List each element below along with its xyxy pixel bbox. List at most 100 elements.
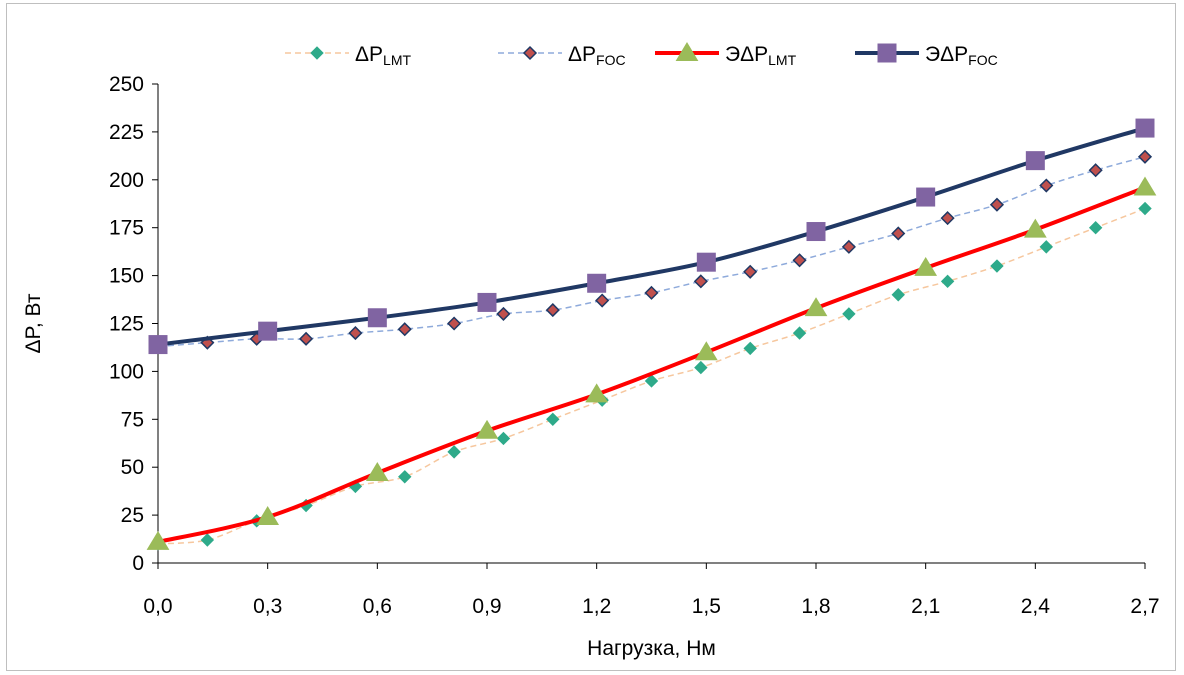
data-point (792, 253, 807, 268)
series-3 (148, 118, 1155, 355)
data-point (1039, 178, 1054, 193)
legend-item-0: ΔPLMT (285, 43, 411, 68)
data-point (546, 412, 560, 427)
data-point (298, 331, 314, 346)
data-point (940, 211, 955, 226)
data-point (743, 264, 758, 279)
series-1 (150, 149, 1153, 354)
data-point (367, 308, 387, 328)
data-point (447, 316, 462, 331)
y-tick-label: 75 (121, 408, 144, 431)
x-tick-label: 0,3 (253, 595, 282, 618)
data-point (1088, 163, 1103, 178)
data-point (146, 530, 170, 550)
legend: ΔPLMT ΔPFOC ЭΔPLMT ЭΔPFOC (285, 42, 998, 68)
data-point (1137, 149, 1153, 164)
data-point (477, 292, 497, 312)
series-2 (146, 176, 1157, 550)
data-point (644, 374, 659, 388)
chart-frame (6, 3, 1176, 671)
data-point (496, 306, 511, 321)
data-point (496, 431, 511, 446)
data-point (1133, 176, 1157, 196)
data-point (447, 445, 461, 459)
data-point (940, 274, 955, 289)
data-point (694, 360, 708, 375)
series-line (157, 185, 1146, 544)
legend-item-2: ЭΔPLMT (655, 42, 797, 68)
data-point (475, 419, 499, 439)
x-tick-label: 0,9 (472, 595, 501, 618)
data-point (1135, 118, 1155, 138)
y-tick-label: 200 (109, 169, 144, 192)
data-point (397, 322, 412, 337)
data-point (806, 222, 826, 242)
y-tick-label: 250 (109, 73, 144, 96)
data-point (989, 197, 1005, 212)
legend-label: ЭΔPLMT (725, 43, 797, 68)
data-point (891, 226, 906, 241)
x-axis-title: Нагрузка, Нм (587, 637, 716, 660)
data-point (891, 288, 905, 302)
x-tick-label: 2,1 (911, 595, 940, 618)
x-tick-label: 2,7 (1130, 595, 1159, 618)
data-point (348, 326, 363, 341)
data-point (842, 307, 856, 321)
x-tick-label: 1,5 (692, 595, 721, 618)
legend-label: ΔPFOC (568, 43, 626, 68)
y-tick-label: 100 (109, 360, 144, 383)
data-point (804, 297, 828, 317)
data-point (792, 326, 807, 340)
data-point (644, 285, 659, 300)
y-tick-label: 175 (109, 217, 144, 240)
data-point (595, 293, 610, 308)
data-point (148, 335, 168, 355)
legend-item-3: ЭΔPFOC (855, 43, 998, 68)
legend-label: ΔPLMT (355, 43, 411, 68)
data-point (398, 470, 412, 484)
y-tick-label: 225 (109, 121, 144, 144)
legend-marker (522, 45, 538, 61)
data-point (694, 341, 718, 361)
data-point (990, 259, 1004, 273)
data-point (1088, 220, 1103, 235)
series-line (157, 126, 1146, 347)
data-point (1039, 240, 1054, 254)
legend-marker (675, 42, 699, 61)
y-tick-label: 25 (121, 504, 144, 527)
data-point (200, 533, 215, 547)
data-point (696, 252, 716, 272)
y-tick-label: 150 (109, 265, 144, 288)
data-point (914, 256, 938, 276)
data-point (587, 273, 607, 293)
x-tick-label: 0,6 (363, 595, 392, 618)
data-point (743, 341, 757, 356)
x-tick-label: 2,4 (1021, 595, 1051, 618)
legend-marker (310, 46, 324, 60)
legend-label: ЭΔPFOC (925, 43, 998, 68)
data-point (1025, 151, 1045, 171)
data-point (916, 187, 936, 207)
legend-marker (877, 43, 897, 63)
data-point (585, 383, 609, 403)
data-point (545, 303, 560, 318)
y-tick-label: 125 (109, 313, 144, 336)
series-line (157, 156, 1146, 348)
series-0 (151, 201, 1152, 551)
data-point (1023, 218, 1047, 238)
data-point (365, 461, 389, 481)
y-axis-title: ΔP, Вт (22, 293, 45, 353)
data-point (1138, 201, 1152, 216)
y-tick-label: 50 (121, 456, 144, 479)
data-point (258, 321, 278, 341)
y-tick-label: 0 (132, 552, 144, 575)
data-point (693, 274, 708, 289)
y-axis: 0 25 50 75 100 125 150 175 200 225 250 (109, 73, 159, 575)
legend-item-1: ΔPFOC (498, 43, 626, 68)
x-axis: 0,0 0,3 0,6 0,9 1,2 1,5 1,8 2,1 2,4 2,7 (143, 562, 1160, 618)
data-point (256, 506, 280, 526)
x-tick-label: 1,8 (801, 595, 830, 618)
data-point (841, 239, 856, 254)
x-tick-label: 0,0 (143, 595, 172, 618)
